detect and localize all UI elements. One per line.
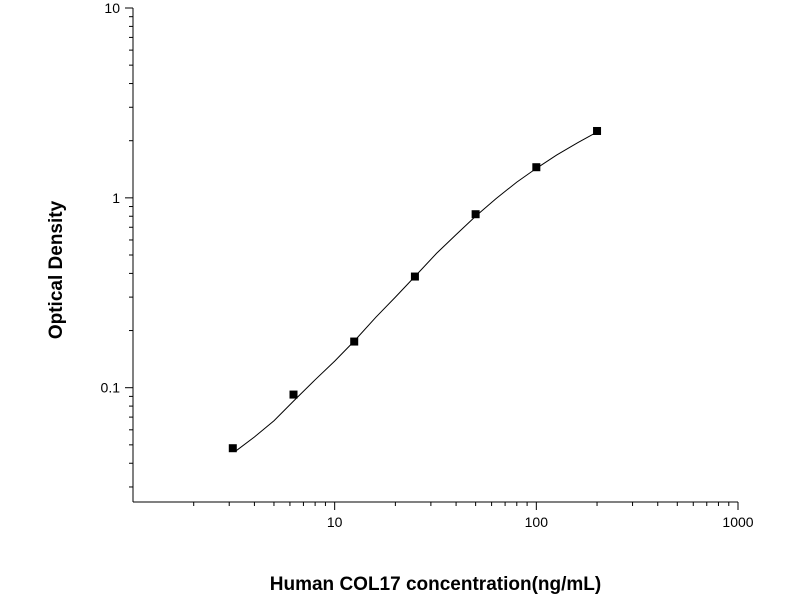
y-tick-label: 10	[104, 0, 120, 16]
x-tick-label: 100	[525, 514, 549, 530]
data-point	[593, 126, 602, 135]
x-ticks: 10 100 1000	[193, 502, 754, 530]
y-tick-label: 1	[112, 190, 120, 206]
y-axis-title: Optical Density	[46, 200, 67, 339]
data-point	[228, 444, 237, 453]
y-ticks: 0.1 1 10	[101, 0, 133, 488]
data-point	[471, 210, 480, 219]
x-tick-label: 10	[327, 514, 343, 530]
data-point	[350, 337, 359, 346]
fit-curve-layer	[234, 131, 598, 453]
x-axis-title: Human COL17 concentration(ng/mL)	[270, 574, 601, 595]
data-point	[410, 272, 419, 281]
fit-curve-line	[234, 131, 598, 453]
data-point	[289, 390, 298, 399]
data-points	[228, 126, 602, 453]
data-point	[532, 163, 541, 172]
x-tick-label: 1000	[722, 514, 753, 530]
y-tick-label: 0.1	[101, 380, 121, 396]
